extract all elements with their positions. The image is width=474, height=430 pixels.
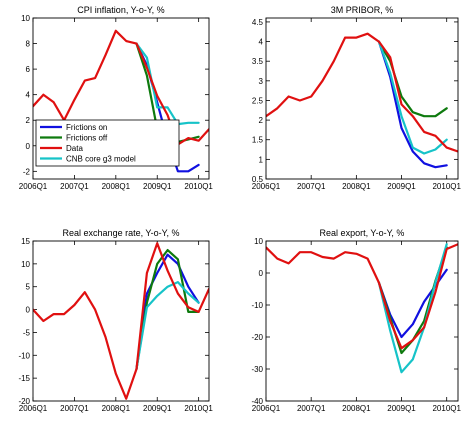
chart-panel-3: Real exchange rate, Y-o-Y, % -20 -15 -10 -5 0…	[18, 228, 213, 413]
x-tick-label: 2009Q1	[143, 182, 172, 191]
x-tick-label: 2006Q1	[19, 404, 48, 413]
y-tick-label: 4	[259, 38, 264, 47]
x-tick-label: 2008Q1	[102, 404, 131, 413]
y-tick-label: -20	[18, 397, 30, 406]
y-tick-label: 0.5	[252, 175, 264, 184]
y-tick-label: -10	[18, 351, 30, 360]
plot-frame	[32, 240, 210, 402]
x-tick-label: 2007Q1	[297, 182, 326, 191]
series-line-frictions-on	[135, 253, 200, 371]
series-line-data	[33, 29, 209, 146]
y-tick-label: 2	[259, 116, 264, 125]
x-tick-label: 2009Q1	[387, 182, 416, 191]
y-tick-label: 6	[26, 65, 31, 74]
plot-frame	[265, 240, 459, 402]
chart-panel-1: CPI inflation, Y-o-Y, % -2 0 2 4 6 8 10 2006Q1 20…	[19, 5, 214, 191]
legend-label: Data	[66, 144, 83, 153]
series-line-core-g3	[377, 40, 448, 155]
chart-panel-4: Real export, Y-o-Y, % -40 -30 -20 -10 0 10 2006…	[251, 228, 461, 413]
series-line-data	[33, 242, 209, 400]
y-tick-label: 0	[259, 269, 264, 278]
x-tick-label: 2010Q1	[432, 182, 461, 191]
x-tick-label: 2010Q1	[184, 182, 213, 191]
series-line-core-g3	[135, 281, 200, 371]
legend-label: Frictions on	[66, 123, 107, 132]
x-tick-label: 2007Q1	[60, 182, 89, 191]
chart-panel-2: 3M PRIBOR, % 0.5 1 1.5 2 2.5 3 3.5 4 4.5 2006Q1 200…	[252, 5, 462, 191]
chart-title: Real exchange rate, Y-o-Y, %	[63, 228, 180, 238]
plot-frame	[32, 17, 210, 180]
x-tick-label: 2009Q1	[387, 404, 416, 413]
y-tick-label: 4	[26, 91, 31, 100]
y-tick-label: 3	[259, 77, 264, 86]
x-tick-label: 2007Q1	[60, 404, 89, 413]
x-tick-label: 2008Q1	[342, 404, 371, 413]
chart-title: Real export, Y-o-Y, %	[320, 228, 405, 238]
y-tick-label: -20	[251, 333, 263, 342]
y-tick-label: -10	[251, 301, 263, 310]
y-tick-label: 8	[26, 40, 31, 49]
series-line-frictions-off	[135, 249, 200, 371]
y-tick-label: 10	[21, 14, 30, 23]
y-tick-label: 2.5	[252, 96, 264, 105]
y-tick-label: -30	[251, 365, 263, 374]
y-tick-label: 10	[21, 260, 30, 269]
x-tick-label: 2010Q1	[184, 404, 213, 413]
x-tick-label: 2008Q1	[102, 182, 131, 191]
series-line-data	[266, 32, 458, 153]
x-tick-label: 2010Q1	[432, 404, 461, 413]
x-tick-label: 2009Q1	[143, 404, 172, 413]
y-tick-label: 15	[21, 237, 30, 246]
x-tick-label: 2006Q1	[252, 182, 281, 191]
y-tick-label: -40	[251, 397, 263, 406]
y-tick-label: 1	[259, 155, 264, 164]
y-tick-label: 4.5	[252, 18, 264, 27]
y-tick-label: 0	[26, 306, 31, 315]
series-line-data	[266, 243, 458, 350]
y-tick-label: 10	[254, 237, 263, 246]
y-tick-label: 1.5	[252, 136, 264, 145]
y-tick-label: -15	[18, 374, 30, 383]
series-line-core-g3	[377, 243, 448, 374]
chart-title: 3M PRIBOR, %	[331, 5, 394, 15]
x-tick-label: 2006Q1	[252, 404, 281, 413]
x-tick-label: 2007Q1	[297, 404, 326, 413]
x-tick-label: 2008Q1	[342, 182, 371, 191]
plot-frame	[265, 17, 459, 180]
y-tick-label: 3.5	[252, 57, 264, 66]
y-tick-label: -2	[23, 167, 31, 176]
series-line-core-g3	[135, 42, 200, 126]
y-tick-label: 0	[26, 142, 31, 151]
y-tick-label: 2	[26, 116, 31, 125]
x-tick-label: 2006Q1	[19, 182, 48, 191]
y-tick-label: 5	[26, 283, 31, 292]
legend-label: CNB core g3 model	[66, 155, 136, 164]
y-tick-label: -5	[23, 328, 31, 337]
chart-title: CPI inflation, Y-o-Y, %	[77, 5, 164, 15]
legend-label: Frictions off	[66, 134, 108, 143]
